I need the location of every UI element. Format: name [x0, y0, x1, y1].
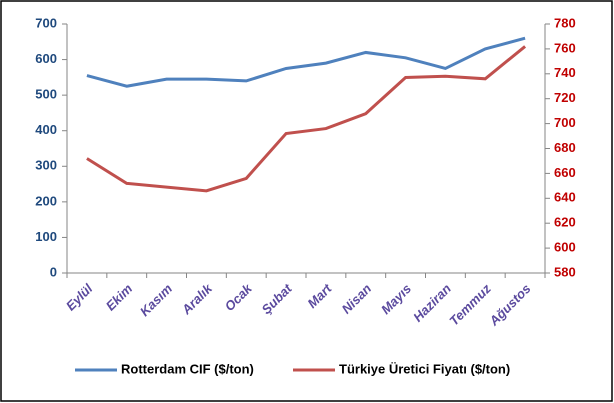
y-tick-label: 200	[35, 193, 57, 208]
y2-tick-label: 700	[554, 115, 576, 130]
y2-tick-label: 680	[554, 140, 576, 155]
y-tick-label: 0	[50, 264, 57, 279]
y2-tick-label: 780	[554, 15, 576, 30]
y-tick-label: 300	[35, 158, 57, 173]
y2-tick-label: 760	[554, 40, 576, 55]
y-tick-label: 500	[35, 87, 57, 102]
series-line	[86, 36, 526, 88]
y-tick-label: 600	[35, 51, 57, 66]
y-tick-label: 100	[35, 229, 57, 244]
y2-tick-label: 740	[554, 65, 576, 80]
series-line	[86, 45, 527, 193]
y2-tick-label: 660	[554, 165, 576, 180]
y2-tick-label: 620	[554, 215, 576, 230]
legend-label: Rotterdam CIF ($/ton)	[121, 361, 254, 376]
y-tick-label: 700	[35, 15, 57, 30]
legend-label: Türkiye Üretici Fiyatı ($/ton)	[339, 361, 510, 376]
y2-tick-label: 600	[554, 240, 576, 255]
y2-tick-label: 640	[554, 190, 576, 205]
y2-tick-label: 580	[554, 264, 576, 279]
y2-tick-label: 720	[554, 90, 576, 105]
y-tick-label: 400	[35, 122, 57, 137]
